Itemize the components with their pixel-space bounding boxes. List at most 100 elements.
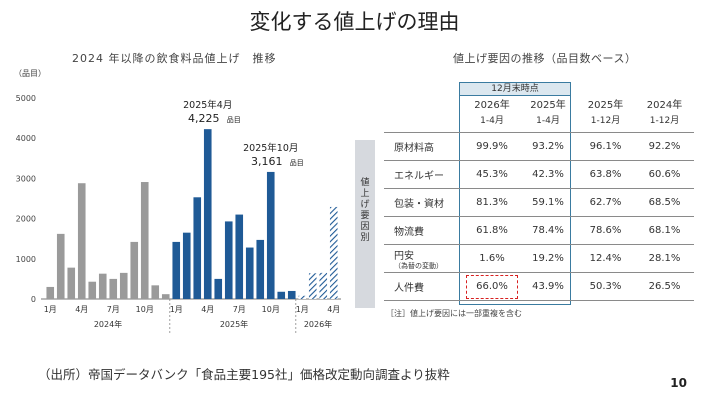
bar-2026年-4 — [329, 206, 338, 299]
column-year: 2024年 — [646, 99, 683, 111]
bar-2024年-9 — [130, 241, 139, 299]
factor-value-cell: 78.4% — [520, 216, 576, 245]
factor-value: 42.3% — [532, 169, 564, 180]
bar-2025年-11 — [277, 291, 286, 299]
year-label: 2024年 — [94, 319, 122, 329]
factor-value-cell: 28.1% — [635, 244, 694, 273]
factor-label: 原材料高 — [384, 132, 464, 161]
bar-2024年-12 — [161, 294, 170, 299]
factor-label-text: 円安 — [394, 251, 414, 262]
factor-label-text: 物流費 — [394, 227, 424, 238]
factor-value-cell: 93.2% — [520, 132, 576, 161]
x-tick-label: 10月 — [262, 305, 280, 314]
table-corner — [384, 94, 464, 133]
annotation-value: 3,161 — [251, 155, 283, 168]
annotation-unit: 品目 — [290, 159, 304, 167]
factor-row: エネルギー 45.3% 42.3% 63.8% 60.6% — [384, 160, 694, 189]
bar-2024年-6 — [98, 273, 107, 299]
factor-value-cell: 1.6% — [464, 244, 520, 273]
x-tick-label: 4月 — [327, 305, 340, 314]
bar-2025年-7 — [235, 214, 244, 299]
page-title: 変化する値上げの理由 — [249, 10, 460, 34]
annotation-value: 4,225 — [188, 112, 220, 125]
factor-value-cell: 60.6% — [635, 160, 694, 189]
factor-row: 原材料高 99.9% 93.2% 96.1% 92.2% — [384, 132, 694, 161]
x-tick-label: 4月 — [75, 305, 88, 314]
bar-2025年-8 — [245, 247, 254, 299]
factor-label-text: 人件費 — [394, 283, 424, 294]
factor-side-label-text: 値上げ要因別 — [360, 178, 370, 243]
factor-value-cell: 99.9% — [464, 132, 520, 161]
bar-2024年-3 — [67, 267, 76, 299]
factor-value-cell: 66.0% — [464, 272, 520, 301]
bar-2024年-4 — [77, 183, 86, 299]
factor-label: 包装・資材 — [384, 188, 464, 217]
factor-value: 63.8% — [589, 169, 622, 180]
x-tick-label: 4月 — [201, 305, 214, 314]
factor-value-cell: 43.9% — [520, 272, 576, 301]
bar-2026年-2 — [308, 273, 317, 299]
column-year: 2025年 — [587, 99, 624, 111]
factor-value: 59.1% — [532, 197, 564, 208]
factor-value: 81.3% — [476, 197, 508, 208]
bar-2024年-8 — [119, 272, 128, 299]
x-tick-label: 7月 — [233, 305, 246, 314]
factor-value: 93.2% — [532, 141, 564, 152]
factor-value: 62.7% — [589, 197, 622, 208]
factor-value: 26.5% — [648, 281, 681, 292]
bar-2024年-1 — [46, 286, 55, 299]
bar-2024年-7 — [109, 278, 118, 299]
table-spacer-row — [384, 78, 694, 94]
bar-2024年-2 — [56, 233, 65, 299]
factor-value-cell: 68.1% — [635, 216, 694, 245]
bar-2025年-4 — [203, 129, 212, 299]
column-year: 2025年 — [530, 99, 566, 111]
year-label: 2026年 — [304, 319, 332, 329]
factor-value-cell: 96.1% — [576, 132, 635, 161]
bar-2025年-9 — [256, 239, 265, 299]
price-increase-bar-chart: （品目） 0 1000 2000 3000 4000 5000 1月 4月 7月 10月 1月 4月 7月… — [14, 69, 341, 333]
factor-label: 物流費 — [384, 216, 464, 245]
factor-row: 包装・資材 81.3% 59.1% 62.7% 68.5% — [384, 188, 694, 217]
factor-value: 78.4% — [532, 225, 564, 236]
column-header: 2026年 1-4月 — [464, 94, 520, 133]
bar-2025年-6 — [224, 221, 233, 299]
column-range: 1-4月 — [536, 115, 560, 126]
factor-side-label: 値上げ要因別 — [355, 140, 375, 308]
table-note: ［注］値上げ要因には一部重複を含む — [386, 309, 522, 318]
factor-value: 96.1% — [589, 141, 622, 152]
x-tick-label: 1月 — [296, 305, 309, 314]
factor-value-cell: 78.6% — [576, 216, 635, 245]
factor-value: 78.6% — [589, 225, 622, 236]
highlight-period-label: 12月末時点 — [459, 82, 571, 96]
column-header: 2024年 1-12月 — [635, 94, 694, 133]
factor-value-cell: 42.3% — [520, 160, 576, 189]
x-tick-label: 1月 — [44, 305, 57, 314]
y-tick-label: 4000 — [16, 134, 36, 143]
bar-2024年-5 — [88, 281, 97, 299]
y-tick-label: 2000 — [16, 215, 36, 224]
y-tick-label: 0 — [31, 295, 36, 304]
y-tick-label: 1000 — [16, 255, 36, 264]
factor-value: 50.3% — [589, 281, 622, 292]
annotation-unit: 品目 — [227, 116, 241, 124]
factor-label-text: エネルギー — [394, 171, 444, 182]
source-citation: （出所）帝国データバンク「食品主要195社」価格改定動向調査より抜粋 — [38, 367, 450, 382]
bar-2025年-10 — [266, 171, 275, 299]
factor-value: 19.2% — [532, 253, 564, 264]
table-title: 値上げ要因の推移（品目数ベース） — [453, 52, 637, 65]
factor-label-text: 包装・資材 — [394, 199, 444, 210]
factor-value: 68.5% — [648, 197, 681, 208]
factor-value: 61.8% — [476, 225, 508, 236]
factor-value-cell: 19.2% — [520, 244, 576, 273]
factor-value-cell: 68.5% — [635, 188, 694, 217]
y-tick-label: 3000 — [16, 174, 36, 183]
annotation-date: 2025年10月 — [243, 142, 298, 154]
bar-2024年-10 — [140, 182, 149, 299]
bar-2026年-1 — [298, 295, 307, 299]
y-axis-unit: （品目） — [14, 69, 46, 78]
factor-label-text: 原材料高 — [394, 143, 434, 154]
bar-2026年-3 — [319, 272, 328, 299]
x-tick-label: 7月 — [107, 305, 120, 314]
factor-value-cell: 62.7% — [576, 188, 635, 217]
